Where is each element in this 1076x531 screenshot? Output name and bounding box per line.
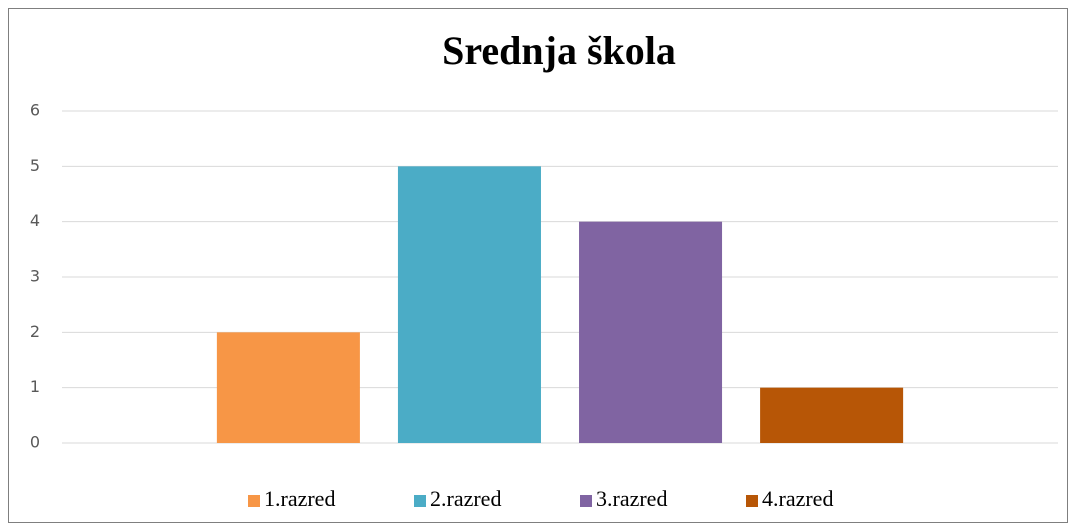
legend-swatch <box>580 495 592 507</box>
bar <box>579 221 723 443</box>
legend-label: 1.razred <box>264 486 335 511</box>
y-tick-label: 1 <box>30 377 40 396</box>
bar <box>216 332 360 443</box>
legend-swatch <box>746 495 758 507</box>
chart-title: Srednja škola <box>442 28 676 73</box>
legend-label: 4.razred <box>762 486 833 511</box>
y-tick-label: 6 <box>30 101 40 120</box>
y-tick-label: 3 <box>30 267 40 286</box>
legend-swatch <box>414 495 426 507</box>
bar <box>760 387 904 443</box>
y-tick-label: 2 <box>30 322 40 341</box>
legend-label: 3.razred <box>596 486 667 511</box>
legend-swatch <box>248 495 260 507</box>
bar <box>397 166 541 444</box>
y-tick-label: 4 <box>30 211 40 230</box>
y-tick-label: 0 <box>30 433 40 452</box>
y-tick-label: 5 <box>30 156 40 175</box>
legend-label: 2.razred <box>430 486 501 511</box>
